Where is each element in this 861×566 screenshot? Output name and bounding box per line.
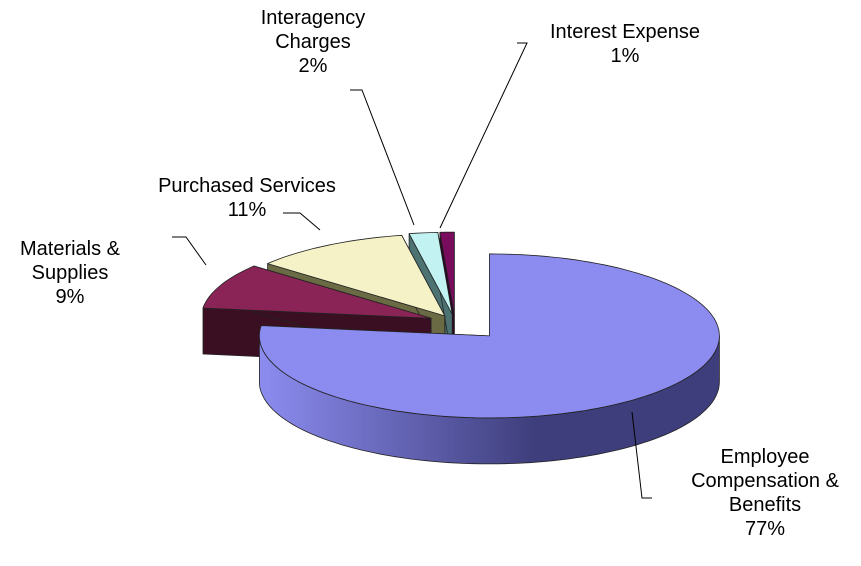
- value-label: 77%: [744, 518, 786, 540]
- slice-label: Materials & Supplies 9%: [0, 237, 145, 309]
- slice-label: Employee Compensation & Benefits 77%: [655, 445, 861, 541]
- leader-line: [172, 236, 207, 266]
- slice-label: Interagency Charges 2%: [248, 6, 378, 78]
- category-label: Interagency Charges: [260, 7, 366, 53]
- value-label: 9%: [55, 286, 85, 308]
- leader-line: [350, 89, 415, 226]
- slice: [267, 234, 446, 317]
- slice: [259, 253, 720, 419]
- slice: [202, 265, 432, 319]
- category-label: Purchased Services: [158, 175, 336, 197]
- slice: [439, 231, 455, 315]
- value-label: 11%: [227, 199, 267, 221]
- category-label: Interest Expense: [549, 21, 701, 43]
- slice: [408, 232, 453, 315]
- slice-label: Interest Expense 1%: [505, 20, 745, 68]
- category-label: Materials & Supplies: [19, 238, 121, 284]
- leader-line: [283, 212, 321, 231]
- category-label: Employee Compensation & Benefits: [691, 446, 839, 516]
- slice-label: Purchased Services 11%: [117, 174, 377, 222]
- leader-line: [631, 411, 652, 499]
- value-label: 2%: [298, 55, 328, 77]
- leader-line: [439, 42, 528, 229]
- value-label: 1%: [610, 45, 640, 67]
